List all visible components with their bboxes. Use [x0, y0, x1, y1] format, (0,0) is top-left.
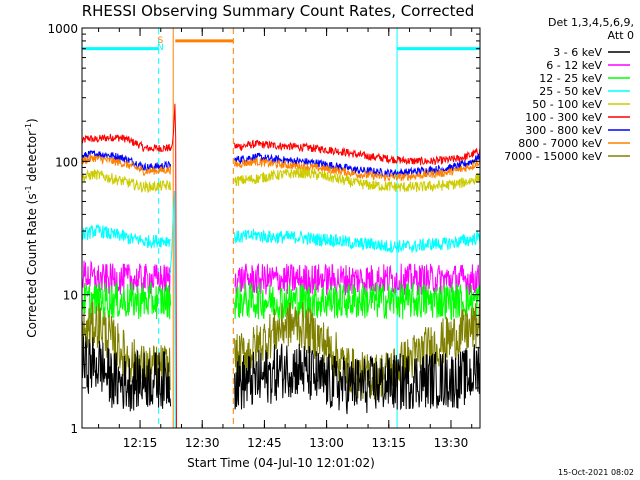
series-line	[81, 260, 172, 296]
legend-entry-label: 800 - 7000 keV	[518, 137, 602, 150]
series-line	[234, 343, 481, 415]
series-line	[234, 152, 481, 177]
series-line	[81, 336, 172, 412]
series-line	[234, 139, 481, 166]
x-axis-label: Start Time (04-Jul-10 12:01:02)	[187, 456, 375, 470]
x-tick-label: 12:15	[123, 436, 158, 450]
series-line	[234, 282, 481, 321]
flare-rise	[169, 190, 176, 429]
x-tick-label: 13:15	[371, 436, 406, 450]
y-axis-label: Corrected Count Rate (s-1 detector-1)	[24, 118, 39, 337]
series-line	[234, 167, 481, 193]
y-tick-label: 100	[55, 155, 78, 169]
x-tick-label: 13:30	[434, 436, 469, 450]
series-line	[234, 156, 481, 182]
legend-entry-label: 7000 - 15000 keV	[504, 150, 602, 163]
plot-frame	[81, 27, 481, 429]
legend-header-attenuator: Att 0	[608, 29, 634, 42]
x-tick-label: 13:00	[309, 436, 344, 450]
y-tick-label: 10	[63, 289, 78, 303]
legend-header-detectors: Det 1,3,4,5,6,9,	[548, 16, 634, 29]
x-tick-label: 12:30	[185, 436, 220, 450]
series-line	[234, 228, 481, 254]
flag-label: S	[157, 36, 163, 46]
legend-entry-label: 100 - 300 keV	[525, 111, 602, 124]
series-line	[81, 169, 172, 194]
legend-entry-label: 3 - 6 keV	[553, 46, 602, 59]
series-line	[81, 154, 172, 176]
x-axis: 12:15 12:30 12:45 13:00 13:15 13:30	[98, 28, 473, 450]
y-axis: 1 10 100 1000	[47, 22, 480, 436]
legend-entry-label: 300 - 800 keV	[525, 124, 602, 137]
chart-title: RHESSI Observing Summary Count Rates, Co…	[82, 2, 475, 20]
legend-entry-label: 6 - 12 keV	[546, 59, 602, 72]
flare-spike	[169, 103, 177, 429]
series-line	[81, 224, 172, 250]
series-line	[234, 263, 480, 296]
y-tick-label: 1000	[47, 22, 78, 36]
plot-area: SN	[81, 28, 481, 429]
legend-entry-label: 50 - 100 keV	[532, 98, 602, 111]
series-line	[81, 133, 172, 153]
y-tick-label: 1	[70, 422, 78, 436]
legend-entry-label: 12 - 25 keV	[539, 72, 602, 85]
flag-label: N	[157, 43, 164, 53]
series-line	[81, 281, 172, 320]
footer-date: 15-Oct-2021 08:02	[558, 468, 634, 477]
legend-entry-label: 25 - 50 keV	[539, 85, 602, 98]
x-tick-label: 12:45	[247, 436, 282, 450]
